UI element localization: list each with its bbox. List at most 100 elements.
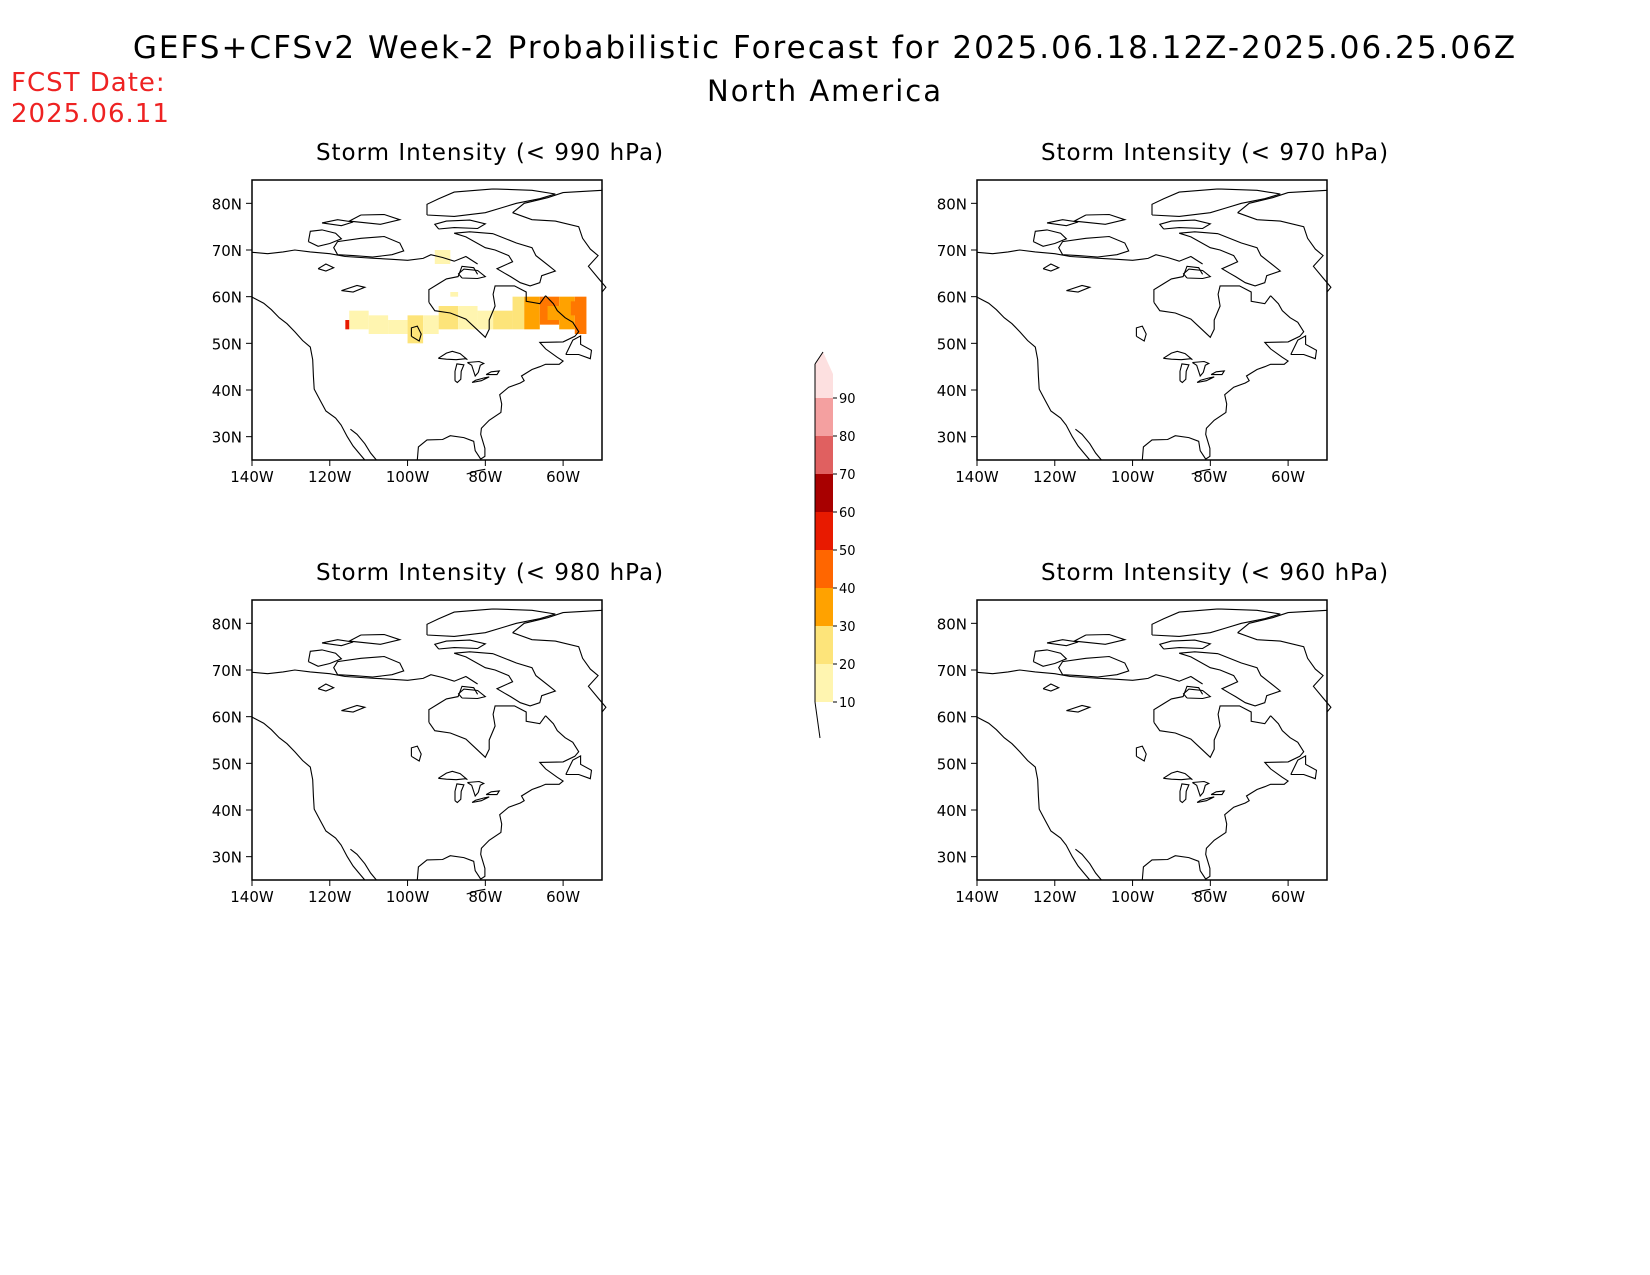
coastline [1192,782,1208,797]
colorbar-label: 40 [839,582,856,597]
coastline [252,297,365,460]
colorbar-label: 30 [839,620,856,635]
coastline [1047,220,1078,226]
coastline [1136,326,1146,341]
coastline [455,364,464,383]
coastlines [252,608,606,894]
fcst-date-value: 2025.06.11 [11,99,170,129]
coastline [417,296,578,460]
coastline [467,469,486,474]
lat-label: 40N [937,802,967,820]
coastline [252,717,365,880]
lon-label: 140W [955,888,999,906]
coastline [438,351,467,359]
region-title: North America [707,74,943,108]
coastline [1043,684,1059,691]
lat-label: 60N [212,289,242,307]
coastline [1066,706,1089,713]
coastline [459,269,486,278]
probability-cell [450,292,459,297]
coastlines [977,608,1331,894]
coastlines [252,188,606,474]
panel-990: Storm Intensity (< 990 hPa) 30N 40N 50N 60N… [210,140,770,560]
map-border [976,599,1328,881]
colorbar-label: 70 [839,468,856,483]
colorbar: 10 20 30 40 50 60 70 80 90 [814,351,856,739]
coastline [435,220,486,229]
coastlines [977,188,1331,474]
coastline [455,784,464,803]
coastline [1197,797,1214,803]
coastline [467,889,486,894]
coastline [1197,377,1214,383]
lat-label: 40N [937,382,967,400]
probability-cell [477,310,494,330]
coastline [467,362,483,377]
coastline [1066,286,1089,293]
coastline [1033,650,1066,666]
coastline [322,640,353,646]
lat-label: 30N [937,429,967,447]
coastline [1192,889,1211,894]
fcst-label-text: FCST Date: [11,68,166,98]
coastline [1154,266,1203,302]
coastline [1291,336,1317,359]
coastline [977,250,1203,264]
colorbar-label: 20 [839,658,856,673]
coastline [334,657,404,678]
coastline [486,791,499,795]
coastline [427,189,555,217]
coastline [486,371,499,375]
coastline [1211,371,1224,375]
coastline [411,326,421,341]
coastline [1152,609,1280,637]
coastline [1179,652,1280,706]
lat-label: 50N [937,755,967,773]
colorbar-label: 90 [839,392,856,407]
coastline [1136,746,1146,761]
lon-label: 100W [1111,888,1155,906]
colorbar-segment [815,512,833,550]
coastline [1160,640,1211,649]
coastline [341,286,364,293]
probability-cell [574,296,587,334]
coastline [429,706,546,757]
coastline [350,849,376,880]
panel-title: Storm Intensity (< 990 hPa) [315,140,665,166]
map-frame: 30N 40N 50N 60N 70N 80N 140W 120W 100W 80W 60W [212,599,770,906]
map-frame: 30N 40N 50N 60N 70N 80N 140W 120W 100W 80W 60W [937,179,1495,486]
coastline [1180,784,1189,803]
coastline [1074,635,1125,645]
coastline [411,746,421,761]
lat-label: 40N [212,382,242,400]
probability-cell [345,320,350,330]
probability-cell [423,315,439,334]
coastline [1152,189,1280,217]
coastline [429,286,546,337]
coastline [429,266,478,302]
lat-label: 70N [937,242,967,260]
coastline [1180,364,1189,383]
probability-cell [570,301,583,316]
coastline [1075,849,1101,880]
coastline [1043,264,1059,271]
map-frame: 30N 40N 50N 60N 70N 80N 140W 120W 100W 80W 60W [937,599,1495,906]
coastline [438,771,467,779]
coastline [513,633,606,712]
panel-title: Storm Intensity (< 960 hPa) [1040,560,1390,586]
probability-cell [524,296,540,330]
coastline [513,188,602,212]
coastline [1059,657,1129,678]
coastline [308,650,341,666]
colorbar-segment [815,436,833,474]
lat-label: 50N [937,335,967,353]
lon-label: 80W [1193,888,1227,906]
coastline [472,797,489,803]
coastline [1059,237,1129,258]
colorbar-label: 10 [839,696,856,711]
coastline [1033,230,1066,246]
lon-label: 80W [468,888,502,906]
coastline [1154,686,1203,722]
lon-label: 60W [546,888,580,906]
panel-970: Storm Intensity (< 970 hPa) 30N 40N 50N 60N… [935,140,1495,560]
